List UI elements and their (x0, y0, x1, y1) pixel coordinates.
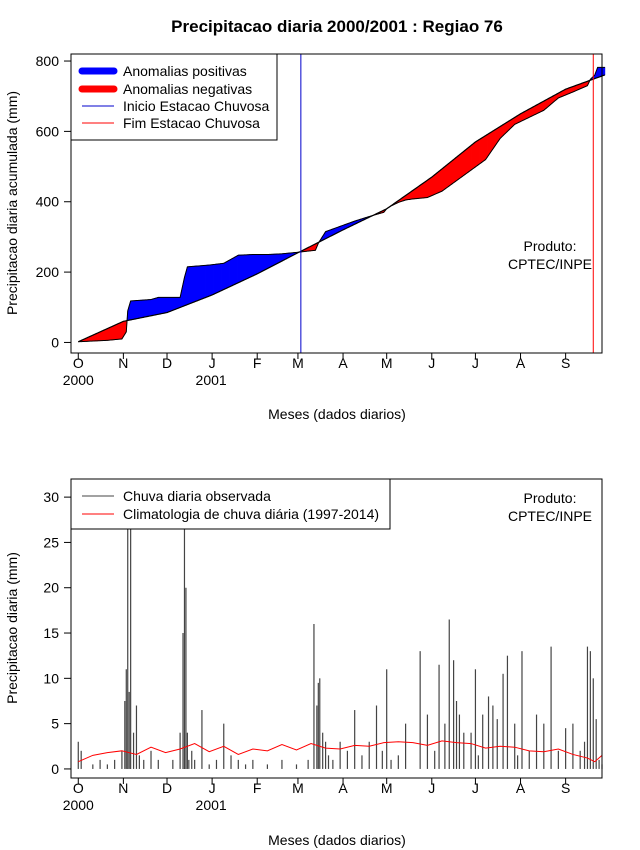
y-tick-label: 0 (51, 334, 59, 350)
daily-rain-bars (77, 480, 603, 769)
x-tick-label: A (338, 355, 348, 371)
x-tick-label: O (73, 355, 84, 371)
y-tick-label: 10 (43, 670, 59, 686)
x-year-label: 2001 (196, 797, 227, 813)
x-tick-label: O (73, 780, 84, 796)
x-tick-label: J (209, 355, 216, 371)
top-x-axis-label: Meses (dados diarios) (268, 406, 406, 422)
x-tick-label: M (381, 355, 393, 371)
observed-accum-line (78, 66, 605, 343)
top-plot (78, 54, 606, 353)
x-tick-label: D (162, 355, 172, 371)
bottom-legend: Chuva diaria observada Climatologia de c… (70, 478, 391, 530)
top-y-axis-label: Precipitacao diaria acumulada (mm) (4, 91, 20, 315)
top-product-label: Produto: (524, 238, 577, 254)
y-tick-label: 25 (43, 534, 59, 550)
daily-climatology-line (78, 740, 603, 763)
bottom-y-axis-label: Precipitacao diaria (mm) (4, 552, 20, 704)
x-tick-label: J (428, 780, 435, 796)
x-tick-label: F (253, 355, 262, 371)
y-tick-label: 5 (51, 716, 59, 732)
bottom-product-source: CPTEC/INPE (508, 508, 592, 524)
x-year-label: 2000 (63, 797, 94, 813)
bottom-legend-box (70, 478, 391, 530)
y-tick-label: 15 (43, 625, 59, 641)
top-legend: Anomalias positivas Anomalias negativas … (70, 53, 278, 141)
bottom-x-axis-label: Meses (dados diarios) (268, 832, 406, 848)
bottom-plot (77, 480, 603, 769)
y-tick-label: 800 (36, 53, 60, 69)
legend-end-label: Fim Estacao Chuvosa (123, 115, 260, 131)
legend-positive-label: Anomalias positivas (123, 63, 247, 79)
y-tick-label: 400 (36, 194, 60, 210)
top-chart-title: Precipitacao diaria 2000/2001 : Regiao 7… (171, 17, 503, 36)
top-product-source: CPTEC/INPE (508, 256, 592, 272)
x-tick-label: M (292, 780, 304, 796)
legend-start-label: Inicio Estacao Chuvosa (123, 98, 270, 114)
y-tick-label: 600 (36, 123, 60, 139)
legend-negative-label: Anomalias negativas (123, 81, 252, 97)
bottom-y-axis: 0 5 10 15 20 25 30 (43, 489, 71, 777)
x-tick-label: M (381, 780, 393, 796)
y-tick-label: 30 (43, 489, 59, 505)
y-tick-label: 200 (36, 264, 60, 280)
x-tick-label: S (561, 355, 570, 371)
x-year-label: 2001 (196, 372, 227, 388)
positive-anomaly-segment (603, 67, 606, 76)
x-tick-label: A (516, 355, 526, 371)
x-tick-label: M (292, 355, 304, 371)
x-tick-label: F (253, 780, 262, 796)
legend-observed-label: Chuva diaria observada (123, 488, 271, 504)
top-x-axis: O N D J F M A M J J A S 2000 2001 (63, 352, 570, 388)
x-tick-label: J (428, 355, 435, 371)
x-tick-label: D (162, 780, 172, 796)
x-tick-label: A (516, 780, 526, 796)
bottom-product-label: Produto: (524, 490, 577, 506)
climatology-accum-line (78, 74, 606, 343)
x-tick-label: A (338, 780, 348, 796)
x-tick-label: J (472, 780, 479, 796)
y-tick-label: 0 (51, 761, 59, 777)
legend-climatology-label: Climatologia de chuva diária (1997-2014) (123, 506, 379, 522)
x-tick-label: N (118, 355, 128, 371)
x-tick-label: S (561, 780, 570, 796)
y-tick-label: 20 (43, 580, 59, 596)
x-year-label: 2000 (63, 372, 94, 388)
top-y-axis: 0 200 400 600 800 (36, 53, 71, 350)
x-tick-label: J (472, 355, 479, 371)
x-tick-label: N (118, 780, 128, 796)
bottom-x-axis: O N D J F M A M J J A S 2000 2001 (63, 777, 570, 813)
x-tick-label: J (209, 780, 216, 796)
